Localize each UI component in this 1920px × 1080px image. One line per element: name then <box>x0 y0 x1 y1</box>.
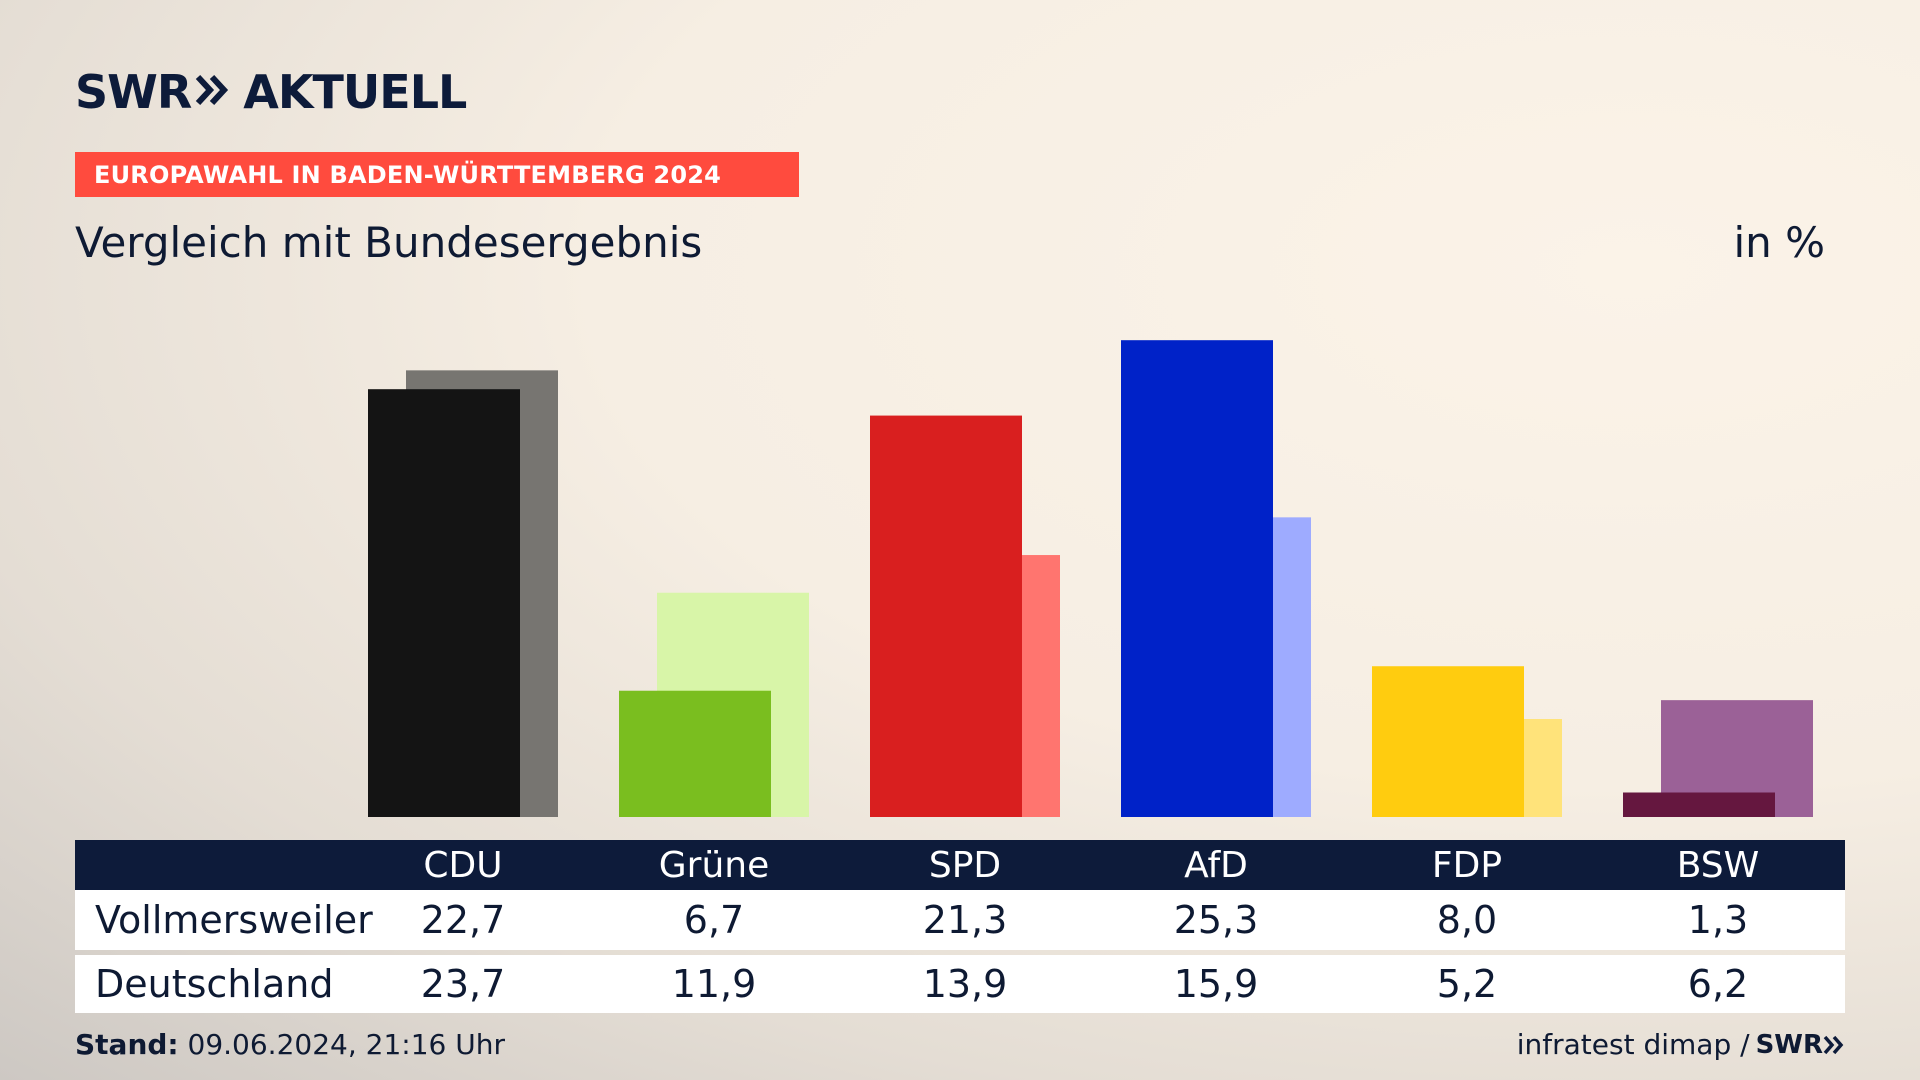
bar-vollmersweiler-bsw <box>1623 792 1775 817</box>
source-credit: infratest dimap / SWR <box>1517 1028 1845 1061</box>
bar-vollmersweiler-fdp <box>1372 666 1524 817</box>
table-cell: 21,3 <box>922 898 1008 942</box>
table-cell: 23,7 <box>420 962 506 1006</box>
bar-vollmersweiler-afd <box>1121 340 1273 817</box>
row-label: Vollmersweiler <box>95 898 373 942</box>
bar-vollmersweiler-grüne <box>619 690 771 817</box>
column-header: CDU <box>423 844 503 886</box>
results-table: CDU Grüne SPD AfD FDP BSW Vollmersweiler 22,7… <box>75 840 1845 1013</box>
stand-value: 09.06.2024, 21:16 Uhr <box>178 1028 505 1061</box>
logo-aktuell-text: AKTUELL <box>243 65 467 119</box>
bar-vollmersweiler-spd <box>870 415 1022 817</box>
double-chevron-icon <box>1823 1035 1844 1054</box>
column-header: AfD <box>1184 844 1248 886</box>
table-cell: 22,7 <box>420 898 506 942</box>
column-header: FDP <box>1431 844 1503 886</box>
table-cell: 8,0 <box>1436 898 1498 942</box>
swr-footer-logo: SWR <box>1756 1030 1845 1060</box>
row-label: Deutschland <box>95 962 334 1006</box>
table-cell: 1,3 <box>1687 898 1749 942</box>
unit-label: in % <box>1733 218 1825 267</box>
table-cell: 15,9 <box>1173 962 1259 1006</box>
swr-aktuell-logo: SWR AKTUELL <box>75 62 467 122</box>
logo-swr-text: SWR <box>75 65 192 119</box>
table-cell: 6,2 <box>1687 962 1749 1006</box>
column-header: SPD <box>928 844 1002 886</box>
table-cell: 5,2 <box>1436 962 1498 1006</box>
table-header: CDU Grüne SPD AfD FDP BSW <box>75 840 1845 890</box>
chart-subtitle: Vergleich mit Bundesergebnis <box>75 218 703 267</box>
table-cell: 6,7 <box>683 898 745 942</box>
column-header: Grüne <box>658 844 770 886</box>
bar-vollmersweiler-cdu <box>368 389 520 817</box>
table-row: Deutschland 23,7 11,9 13,9 15,9 5,2 6,2 <box>75 955 1845 1013</box>
source-text: infratest dimap / <box>1516 1028 1750 1061</box>
stand-label: Stand: <box>75 1028 179 1061</box>
footer-logo-text: SWR <box>1755 1029 1823 1060</box>
table-cell: 11,9 <box>671 962 757 1006</box>
table-cell: 13,9 <box>922 962 1008 1006</box>
timestamp: Stand: 09.06.2024, 21:16 Uhr <box>75 1028 505 1061</box>
double-chevron-icon <box>195 73 229 111</box>
table-row: Vollmersweiler 22,7 6,7 21,3 25,3 8,0 1,3 <box>75 890 1845 950</box>
column-header: BSW <box>1676 844 1760 886</box>
election-banner: EUROPAWAHL IN BADEN-WÜRTTEMBERG 2024 <box>75 152 799 197</box>
table-cell: 25,3 <box>1173 898 1259 942</box>
